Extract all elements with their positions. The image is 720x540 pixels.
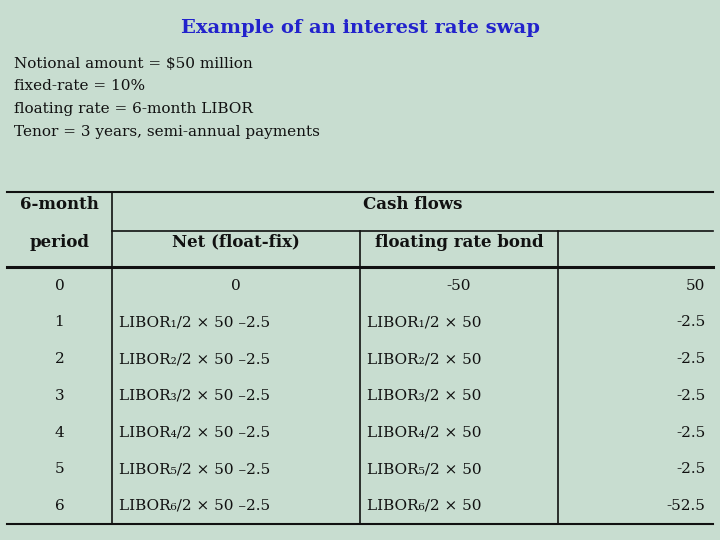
Text: Notional amount = $50 million: Notional amount = $50 million <box>14 57 253 71</box>
Text: LIBOR₁/2 × 50 –2.5: LIBOR₁/2 × 50 –2.5 <box>119 315 270 329</box>
Text: 0: 0 <box>231 279 240 293</box>
Text: 6: 6 <box>55 499 64 513</box>
Text: LIBOR₅/2 × 50 –2.5: LIBOR₅/2 × 50 –2.5 <box>119 462 270 476</box>
Text: floating rate = 6-month LIBOR: floating rate = 6-month LIBOR <box>14 102 253 116</box>
Text: Example of an interest rate swap: Example of an interest rate swap <box>181 19 539 37</box>
Text: 5: 5 <box>55 462 64 476</box>
Text: 0: 0 <box>55 279 64 293</box>
Text: -50: -50 <box>446 279 472 293</box>
Text: fixed-rate = 10%: fixed-rate = 10% <box>14 79 145 93</box>
Text: floating rate bond: floating rate bond <box>374 234 544 251</box>
Text: 6-month: 6-month <box>20 196 99 213</box>
Text: 1: 1 <box>55 315 64 329</box>
Text: 3: 3 <box>55 389 64 403</box>
Text: LIBOR₁/2 × 50: LIBOR₁/2 × 50 <box>367 315 482 329</box>
Text: LIBOR₃/2 × 50 –2.5: LIBOR₃/2 × 50 –2.5 <box>119 389 270 403</box>
Text: LIBOR₅/2 × 50: LIBOR₅/2 × 50 <box>367 462 482 476</box>
Text: -2.5: -2.5 <box>676 426 706 440</box>
Text: 2: 2 <box>55 352 64 366</box>
Text: LIBOR₄/2 × 50 –2.5: LIBOR₄/2 × 50 –2.5 <box>119 426 270 440</box>
Text: -2.5: -2.5 <box>676 352 706 366</box>
Text: -2.5: -2.5 <box>676 462 706 476</box>
Text: 4: 4 <box>55 426 64 440</box>
Text: LIBOR₂/2 × 50: LIBOR₂/2 × 50 <box>367 352 482 366</box>
Text: Tenor = 3 years, semi-annual payments: Tenor = 3 years, semi-annual payments <box>14 125 320 139</box>
Text: LIBOR₄/2 × 50: LIBOR₄/2 × 50 <box>367 426 482 440</box>
Text: Net (float-fix): Net (float-fix) <box>172 234 300 251</box>
Text: -2.5: -2.5 <box>676 315 706 329</box>
Text: -52.5: -52.5 <box>667 499 706 513</box>
Text: 50: 50 <box>686 279 706 293</box>
Text: LIBOR₆/2 × 50 –2.5: LIBOR₆/2 × 50 –2.5 <box>119 499 270 513</box>
Text: LIBOR₆/2 × 50: LIBOR₆/2 × 50 <box>367 499 482 513</box>
Text: LIBOR₃/2 × 50: LIBOR₃/2 × 50 <box>367 389 482 403</box>
Text: -2.5: -2.5 <box>676 389 706 403</box>
Text: period: period <box>30 234 89 251</box>
Text: LIBOR₂/2 × 50 –2.5: LIBOR₂/2 × 50 –2.5 <box>119 352 270 366</box>
Text: Cash flows: Cash flows <box>362 196 462 213</box>
